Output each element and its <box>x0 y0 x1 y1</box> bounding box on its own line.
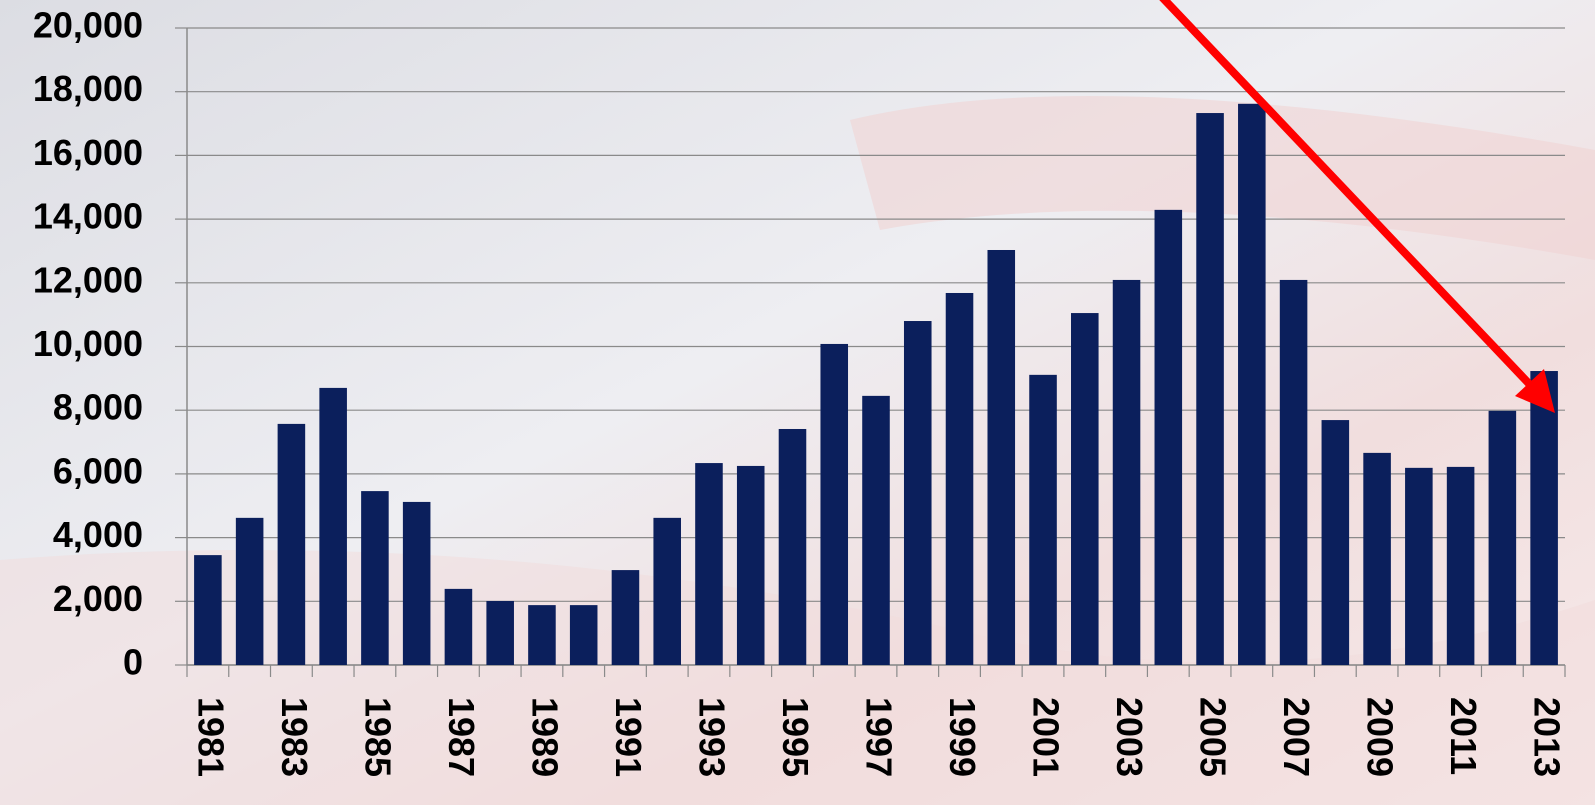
bar <box>194 555 222 665</box>
x-tick-label: 2013 <box>1527 697 1568 777</box>
x-tick-label: 2001 <box>1026 697 1067 777</box>
bar <box>569 605 598 665</box>
bar <box>361 491 389 665</box>
bar <box>1196 113 1224 666</box>
bar <box>486 600 514 665</box>
y-tick-label: 20,000 <box>33 5 143 46</box>
arrow-line <box>1159 0 1538 393</box>
plot: 0 2,000 4,000 6,000 8,000 10,000 12,000 14,000 1… <box>33 5 1568 778</box>
y-tick-label: 14,000 <box>33 196 143 237</box>
x-tick-label: 2007 <box>1276 697 1317 777</box>
x-tick-label: 2009 <box>1360 697 1401 777</box>
bar <box>862 395 890 665</box>
x-tick-label: 1999 <box>942 697 983 777</box>
bar <box>319 387 347 665</box>
bar <box>402 501 431 665</box>
bar <box>903 321 932 665</box>
y-tick-label: 12,000 <box>33 259 143 300</box>
x-tick-label: 1989 <box>524 697 565 777</box>
flag-stripe <box>0 550 1595 805</box>
bar <box>1279 279 1308 665</box>
bar <box>1029 374 1057 665</box>
y-tick-label: 4,000 <box>53 514 143 555</box>
y-tick-label: 2,000 <box>53 578 143 619</box>
y-tick-label: 10,000 <box>33 323 143 364</box>
x-tick-label: 1981 <box>190 697 231 777</box>
bar <box>528 605 556 665</box>
bar <box>653 517 681 665</box>
bar <box>987 249 1016 665</box>
bar <box>1363 452 1391 665</box>
x-tick-label: 2005 <box>1193 697 1234 777</box>
bar <box>1405 467 1433 665</box>
x-tick-label: 2003 <box>1109 697 1150 777</box>
bar <box>611 570 640 665</box>
x-tick-label: 1985 <box>357 697 398 777</box>
bar <box>277 423 306 665</box>
x-tick-label: 1993 <box>691 697 732 777</box>
bar <box>1446 466 1475 665</box>
x-tick-label: 1987 <box>441 697 482 777</box>
x-tick-label: 2011 <box>1443 697 1484 775</box>
bar <box>235 517 264 665</box>
bar <box>945 292 974 665</box>
bar <box>1321 420 1350 665</box>
y-tick-label: 6,000 <box>53 450 143 491</box>
bar <box>695 463 723 665</box>
x-tick-label: 1997 <box>858 697 899 777</box>
bar <box>1530 371 1558 665</box>
bar <box>1154 209 1183 665</box>
x-tick-label: 1991 <box>608 697 649 777</box>
bar <box>1488 410 1517 665</box>
x-tick-label: 1995 <box>775 697 816 777</box>
bar <box>1071 313 1099 665</box>
y-tick-label: 8,000 <box>53 387 143 428</box>
arrow-head <box>1515 369 1555 413</box>
y-tick-label: 16,000 <box>33 132 143 173</box>
bar <box>1112 279 1141 665</box>
bar <box>778 428 807 665</box>
bar <box>736 465 765 665</box>
x-tick-label: 1983 <box>274 697 315 777</box>
bar <box>820 343 849 665</box>
y-tick-label: 0 <box>123 642 143 683</box>
trend-arrow <box>1159 0 1555 413</box>
bar <box>1238 103 1266 666</box>
bar <box>444 588 473 665</box>
y-tick-label: 18,000 <box>33 68 143 109</box>
